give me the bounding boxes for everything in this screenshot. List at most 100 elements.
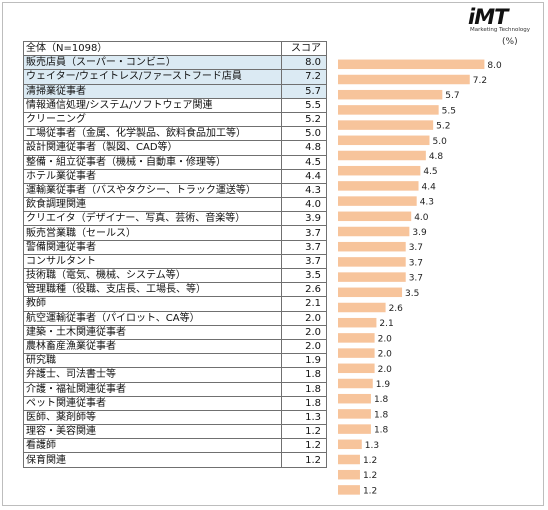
bar: [338, 181, 419, 191]
row-score: 2.0: [281, 324, 327, 340]
bar: [338, 485, 360, 495]
row-label: 理容・美容関連: [23, 424, 282, 440]
table-row: 保育関連 1.2: [23, 452, 327, 468]
table-row: 介護・福祉関連従事者 1.8: [23, 381, 327, 397]
row-score: 3.7: [281, 225, 327, 241]
bar: [338, 211, 412, 222]
row-label: 医師、薬剤師等: [23, 409, 282, 426]
table-row: ペット関連従事者 1.8: [23, 395, 327, 411]
bar: [338, 272, 406, 282]
row-label: クリーニング: [23, 111, 282, 128]
bar-value-label: 4.8: [429, 152, 444, 162]
bar: [338, 454, 360, 465]
table-row: コンサルタント 3.7: [23, 253, 327, 270]
table-row: クリーニング 5.2: [23, 111, 327, 128]
row-score: 1.8: [281, 367, 327, 383]
bar-value-label: 8.0: [487, 61, 502, 71]
logo-mark: iMT: [468, 5, 508, 29]
row-label: クリエイタ（デザイナー、写真、芸術、音楽等）: [23, 211, 282, 227]
table-row: 警備関連従事者 3.7: [23, 239, 327, 255]
score-table: 全体（N=1098） スコア 販売店員（スーパー・コンビニ） 8.0 ウェイター/ウ…: [23, 40, 327, 468]
table-row: 航空運輸従事者（パイロット、CA等） 2.0: [23, 310, 327, 326]
table-row: 販売店員（スーパー・コンビニ） 8.0: [23, 55, 327, 71]
bar-value-label: 4.5: [423, 167, 437, 177]
row-score: 7.2: [281, 69, 327, 85]
bar: [338, 59, 485, 70]
bar-value-label: 4.4: [422, 182, 437, 192]
bar: [338, 105, 439, 115]
table-row: 教師 2.1: [23, 296, 327, 312]
bar-value-label: 2.1: [379, 319, 393, 329]
bar-value-label: 2.0: [378, 365, 393, 375]
row-label: 弁護士、司法書士等: [23, 367, 282, 383]
bar: [338, 333, 375, 343]
row-score: 1.8: [281, 395, 327, 411]
row-score: 4.3: [281, 182, 327, 199]
table-row: 清掃業従事者 5.7: [23, 83, 327, 99]
bar: [338, 226, 410, 237]
row-label: 警備関連従事者: [23, 239, 282, 255]
bar: [338, 393, 371, 404]
bar: [338, 409, 371, 419]
bar-value-label: 1.8: [374, 426, 389, 436]
row-label: ペット関連従事者: [23, 395, 282, 411]
bar: [338, 241, 406, 252]
row-label: 研究職: [23, 353, 282, 369]
table-row: 農林畜産漁業従事者 2.0: [23, 338, 327, 355]
row-score: 2.1: [281, 296, 327, 312]
row-score: 4.0: [281, 197, 327, 213]
bar-value-label: 5.7: [445, 91, 459, 101]
bar-value-label: 2.0: [378, 350, 393, 360]
bar: [338, 196, 417, 206]
row-label: 設計関連従事者（製図、CAD等）: [23, 140, 282, 156]
table-row: 技術職（電気、機械、システム等） 3.5: [23, 267, 327, 284]
bar-value-label: 3.7: [409, 243, 423, 253]
table-header-row: 全体（N=1098） スコア: [23, 40, 327, 57]
table-row: 管理職種（役職、支店長、工場長、等） 2.6: [23, 282, 327, 298]
row-label: 教師: [23, 296, 282, 312]
table-row: 販売営業職（セールス） 3.7: [23, 225, 327, 241]
bar: [338, 378, 373, 389]
bar: [338, 89, 443, 100]
table-row: 研究職 1.9: [23, 353, 327, 369]
bar-value-label: 5.2: [436, 122, 450, 132]
table-row: 設計関連従事者（製図、CAD等） 4.8: [23, 140, 327, 156]
row-label: 飲食調理関連: [23, 197, 282, 213]
header-score: スコア: [281, 40, 327, 57]
row-label: 航空運輸従事者（パイロット、CA等）: [23, 310, 282, 326]
row-score: 1.2: [281, 452, 327, 468]
row-score: 1.8: [281, 381, 327, 397]
table-row: ウェイター/ウェイトレス/ファーストフード店員 7.2: [23, 69, 327, 85]
bar-chart: 8.07.2 5.7 5.5 5.2 5.0 4.8 4.5 4.4 4.3 4.0 3.9 3.7 3…: [338, 59, 502, 496]
table-row: 建築・土木関連従事者 2.0: [23, 324, 327, 340]
bar-value-label: 1.9: [376, 380, 391, 390]
chart-frame: [2, 2, 544, 506]
table-row: 医師、薬剤師等 1.3: [23, 409, 327, 426]
table-row: 理容・美容関連 1.2: [23, 424, 327, 440]
bar-value-label: 4.3: [420, 198, 434, 208]
bar-value-label: 1.2: [363, 456, 377, 466]
unit-label: (%): [502, 37, 518, 47]
bar: [338, 424, 371, 434]
bar-value-label: 3.9: [412, 228, 427, 238]
bar-value-label: 5.0: [433, 137, 448, 147]
table-row: クリエイタ（デザイナー、写真、芸術、音楽等） 3.9: [23, 211, 327, 227]
bar-value-label: 1.3: [365, 441, 379, 451]
row-score: 8.0: [281, 55, 327, 71]
table-row: 工場従事者（金属、化学製品、飲料食品加工等） 5.0: [23, 126, 327, 142]
bar: [338, 287, 403, 298]
bar-value-label: 4.0: [414, 213, 429, 223]
table-row: ホテル業従事者 4.4: [23, 168, 327, 184]
row-label: 整備・組立従事者（機械・自動車・修理等）: [23, 154, 282, 170]
bar-value-label: 1.8: [374, 410, 389, 420]
row-label: 販売営業職（セールス）: [23, 225, 282, 241]
row-label: 農林畜産漁業従事者: [23, 338, 282, 355]
bar-value-label: 3.7: [409, 258, 423, 268]
table-row: 飲食調理関連 4.0: [23, 197, 327, 213]
row-score: 1.3: [281, 409, 327, 426]
bar-value-label: 7.2: [473, 76, 487, 86]
table-row: 看護師 1.2: [23, 438, 327, 454]
bar-value-label: 2.6: [389, 304, 404, 314]
row-score: 4.8: [281, 140, 327, 156]
row-label: コンサルタント: [23, 253, 282, 270]
